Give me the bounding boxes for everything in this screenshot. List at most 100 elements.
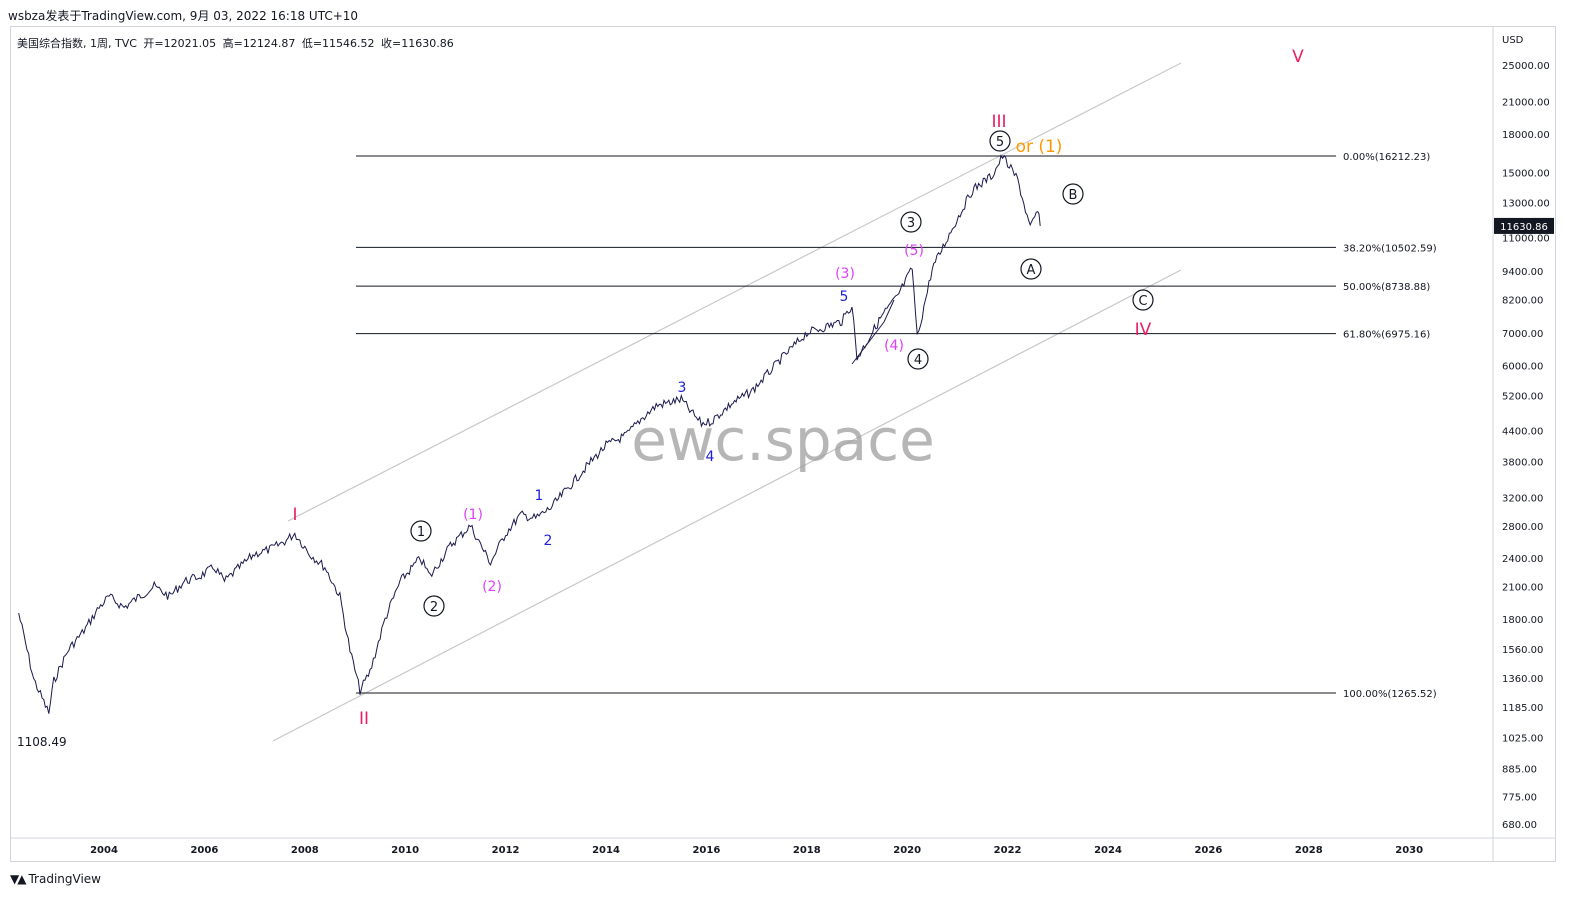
x-tick-label: 2006 <box>190 845 218 856</box>
legend-symbol: 美国综合指数, 1周, TVC <box>17 37 137 50</box>
wave-label-black: C <box>1132 289 1154 311</box>
wave-text: V <box>1292 47 1304 67</box>
fib-level-label: 38.20%(10502.59) <box>1343 243 1437 254</box>
wave-label-red: III <box>991 112 1006 132</box>
wave-circle <box>1020 258 1042 280</box>
y-tick-label: 21000.00 <box>1502 98 1550 109</box>
channel-upper-line <box>287 62 1182 522</box>
y-tick-label: 13000.00 <box>1502 198 1550 209</box>
wave-label-black: 2 <box>423 595 445 617</box>
wave-label-red: I <box>292 505 297 525</box>
wave-circle <box>410 520 432 542</box>
wave-circle <box>989 130 1011 152</box>
wave-label-orange: or (1) <box>1016 137 1063 157</box>
wave-circle-text: 4 <box>914 353 922 368</box>
wave-circle-text: C <box>1138 294 1147 309</box>
channel-layer <box>272 62 1182 742</box>
wave-text: II <box>359 709 369 729</box>
fib-level-label: 100.00%(1265.52) <box>1343 689 1437 700</box>
series-layer: 1108.49 <box>17 154 1041 749</box>
legend-low: 低=11546.52 <box>301 37 375 50</box>
y-tick-label: 2100.00 <box>1502 582 1543 593</box>
wave-text: (1) <box>463 507 483 523</box>
fib-retracement: 0.00%(16212.23) 38.20%(10502.59) 50.00%(87… <box>356 152 1437 700</box>
wave-text: (4) <box>884 338 904 354</box>
wave-text: I <box>292 505 297 525</box>
last-price-label: 11630.86 <box>1500 222 1548 233</box>
y-tick-label: 25000.00 <box>1502 61 1550 72</box>
y-tick-label: 2800.00 <box>1502 522 1543 533</box>
channel-lower-line <box>272 269 1182 742</box>
symbol-legend: 美国综合指数, 1周, TVC 开=12021.05 高=12124.87 低=… <box>17 35 457 51</box>
y-tick-label: 9400.00 <box>1502 267 1543 278</box>
wave-text: IV <box>1135 320 1152 340</box>
fib-level-label: 61.80%(6975.16) <box>1343 330 1430 341</box>
tradingview-logo-icon: ▼▲ <box>10 872 27 886</box>
x-tick-label: 2012 <box>492 845 520 856</box>
wave-text: 4 <box>706 449 715 465</box>
x-tick-label: 2022 <box>994 845 1022 856</box>
x-tick-label: 2010 <box>391 845 419 856</box>
y-tick-label: 1025.00 <box>1502 733 1543 744</box>
wave-circle <box>900 211 922 233</box>
wave-label-black: A <box>1020 258 1042 280</box>
y-tick-label: 3800.00 <box>1502 457 1543 468</box>
wave-label-magenta: (2) <box>482 579 502 595</box>
y-tick-label: 5200.00 <box>1502 391 1543 402</box>
wave-circle <box>1132 289 1154 311</box>
axis-layer: USD 25000.00 21000.00 18000.00 15000.00 13000… <box>11 27 1555 861</box>
wave-circle-text: A <box>1027 263 1036 278</box>
y-tick-label: 680.00 <box>1502 820 1537 831</box>
wave-label-blue: 2 <box>544 533 553 549</box>
wave-label-blue: 3 <box>678 380 687 396</box>
x-tick-label: 2020 <box>893 845 921 856</box>
y-tick-label: 2400.00 <box>1502 554 1543 565</box>
wave-circle-text: 5 <box>996 135 1004 150</box>
wave-text: or (1) <box>1016 137 1063 157</box>
wave-label-black: 4 <box>907 348 929 370</box>
wave-text: 1 <box>535 488 544 504</box>
x-tick-label: 2014 <box>592 845 620 856</box>
x-tick-label: 2028 <box>1295 845 1323 856</box>
wave-label-red: IV <box>1135 320 1152 340</box>
x-tick-label: 2026 <box>1194 845 1222 856</box>
wave-text: 2 <box>544 533 553 549</box>
x-tick-label: 2008 <box>291 845 319 856</box>
wave-label-black: B <box>1062 183 1084 205</box>
chart-frame <box>10 26 1556 862</box>
wave-label-magenta: (1) <box>463 507 483 523</box>
brand-name: TradingView <box>28 872 101 886</box>
wave-text: 5 <box>840 289 849 305</box>
wave-label-black: 5 <box>989 130 1011 152</box>
price-series-line <box>18 154 1041 714</box>
low-price-label: 1108.49 <box>17 735 67 749</box>
x-tick-label: 2018 <box>793 845 821 856</box>
footer-brand[interactable]: ▼▲ TradingView <box>10 872 101 886</box>
wave-circle-text: B <box>1069 188 1078 203</box>
y-tick-label: 6000.00 <box>1502 361 1543 372</box>
x-tick-label: 2004 <box>90 845 118 856</box>
y-tick-label: 7000.00 <box>1502 329 1543 340</box>
y-tick-label: 15000.00 <box>1502 168 1550 179</box>
legend-close: 收=11630.86 <box>381 37 454 50</box>
y-tick-label: 775.00 <box>1502 792 1537 803</box>
legend-open: 开=12021.05 <box>143 37 217 50</box>
wave-label-magenta: (5) <box>904 243 924 259</box>
y-tick-label: 1800.00 <box>1502 615 1543 626</box>
y-tick-label: 18000.00 <box>1502 130 1550 141</box>
wave-text: III <box>991 112 1006 132</box>
wave-text: (2) <box>482 579 502 595</box>
wave-circle-text: 2 <box>430 600 438 615</box>
y-tick-label: 885.00 <box>1502 764 1537 775</box>
wave-label-blue: 1 <box>535 488 544 504</box>
x-tick-label: 2016 <box>692 845 720 856</box>
watermark-layer: ewc.space <box>631 406 935 474</box>
y-tick-label: 4400.00 <box>1502 427 1543 438</box>
wave-label-black: 1 <box>410 520 432 542</box>
last-price-badge <box>1494 217 1554 234</box>
wave-text: (3) <box>835 266 855 282</box>
wave-label-red: II <box>359 709 369 729</box>
wave-label-black: 3 <box>900 211 922 233</box>
